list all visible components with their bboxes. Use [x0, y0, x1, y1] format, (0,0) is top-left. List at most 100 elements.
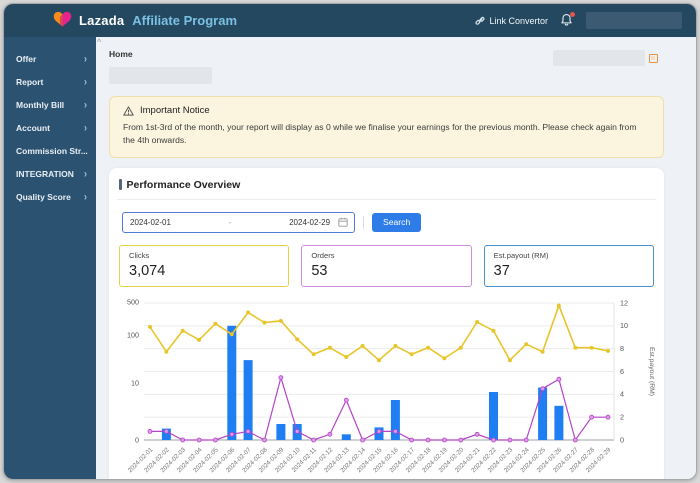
performance-panel: Performance Overview 2024-02-01 - 2024-0… — [109, 167, 664, 479]
brand-name: Lazada — [79, 13, 125, 28]
stat-label: Est.payout (RM) — [493, 250, 549, 260]
clicks-point[interactable] — [377, 357, 381, 362]
orders-point[interactable] — [474, 431, 480, 437]
clicks-point[interactable] — [180, 328, 185, 333]
orders-point[interactable] — [441, 437, 447, 443]
clicks-point[interactable] — [344, 354, 349, 359]
redacted-affiliate-id — [553, 50, 645, 66]
orders-point[interactable] — [262, 437, 267, 443]
title-accent-bar — [119, 179, 122, 191]
orders-point[interactable] — [458, 437, 464, 443]
clicks-point[interactable] — [213, 321, 218, 326]
clicks-point[interactable] — [556, 303, 561, 308]
sidebar-item-offer[interactable]: Offer › — [4, 47, 96, 70]
date-range-picker[interactable]: 2024-02-01 - 2024-02-29 — [122, 211, 355, 233]
clicks-point[interactable] — [311, 351, 316, 356]
clicks-point[interactable] — [197, 337, 202, 342]
clicks-point[interactable] — [148, 324, 152, 329]
orders-point[interactable] — [147, 428, 153, 434]
payout-bar[interactable] — [341, 433, 351, 440]
chevron-right-icon: › — [84, 98, 87, 111]
orders-point[interactable] — [409, 437, 415, 443]
orders-point[interactable] — [360, 437, 366, 443]
orders-point[interactable] — [213, 437, 218, 443]
clicks-point[interactable] — [229, 331, 234, 336]
clicks-point[interactable] — [426, 345, 431, 350]
orders-point[interactable] — [294, 428, 300, 434]
date-to-value[interactable]: 2024-02-29 — [289, 217, 331, 227]
orders-point[interactable] — [229, 431, 235, 437]
sidebar-item-account[interactable]: Account › — [4, 116, 96, 139]
lazada-heart-logo — [53, 11, 72, 27]
copy-icon[interactable] — [649, 53, 658, 63]
breadcrumb: Home — [109, 49, 133, 59]
clicks-point[interactable] — [360, 343, 365, 348]
orders-point[interactable] — [425, 437, 431, 443]
orders-point[interactable] — [278, 374, 284, 380]
date-from-value[interactable]: 2024-02-01 — [130, 217, 171, 227]
orders-point[interactable] — [523, 437, 529, 443]
clicks-point[interactable] — [327, 345, 332, 350]
orders-point[interactable] — [556, 376, 562, 382]
orders-point[interactable] — [164, 428, 169, 434]
clicks-point[interactable] — [295, 336, 300, 341]
calendar-icon[interactable] — [338, 217, 348, 227]
orders-point[interactable] — [589, 414, 595, 420]
sidebar-item-monthly-bill[interactable]: Monthly Bill › — [4, 93, 96, 116]
notifications-button[interactable] — [560, 12, 575, 28]
payout-bar[interactable] — [489, 391, 498, 440]
right-axis-tick: 0 — [620, 435, 624, 444]
payout-bar[interactable] — [276, 423, 286, 440]
orders-point[interactable] — [376, 428, 382, 434]
payout-bar[interactable] — [554, 405, 564, 440]
search-button[interactable]: Search — [372, 212, 422, 232]
orders-point[interactable] — [327, 431, 333, 437]
brand[interactable]: Lazada Affiliate Program — [52, 11, 237, 30]
clicks-point[interactable] — [606, 348, 610, 353]
warning-triangle-icon — [123, 105, 134, 116]
payout-bar[interactable] — [538, 387, 548, 440]
orders-point[interactable] — [196, 437, 202, 443]
clicks-point[interactable] — [491, 328, 496, 333]
orders-point[interactable] — [343, 397, 349, 403]
sidebar-item-integration[interactable]: INTEGRATION › — [4, 162, 96, 185]
payout-bar[interactable] — [390, 399, 400, 440]
clicks-point[interactable] — [442, 355, 447, 360]
orders-point[interactable] — [605, 414, 611, 420]
orders-point[interactable] — [572, 437, 578, 443]
clicks-point[interactable] — [278, 318, 283, 323]
link-convertor-button[interactable]: Link Convertor — [475, 16, 548, 26]
clicks-point[interactable] — [246, 310, 251, 315]
orders-point[interactable] — [245, 428, 251, 434]
clicks-point[interactable] — [524, 341, 529, 346]
user-account-redacted[interactable] — [586, 12, 682, 29]
clicks-point[interactable] — [507, 357, 512, 362]
clicks-point[interactable] — [475, 319, 480, 324]
orders-point[interactable] — [491, 437, 496, 443]
clicks-point[interactable] — [393, 343, 398, 348]
orders-point[interactable] — [392, 428, 398, 434]
orders-point[interactable] — [180, 437, 186, 443]
clicks-point[interactable] — [573, 345, 578, 350]
orders-point[interactable] — [540, 385, 546, 391]
payout-bar[interactable] — [227, 325, 237, 440]
scrollbar-up-arrow[interactable]: ^ — [97, 37, 102, 47]
left-axis-tick: 10 — [131, 378, 139, 387]
payout-bar[interactable] — [161, 428, 171, 440]
clicks-point[interactable] — [164, 349, 169, 354]
clicks-point[interactable] — [409, 351, 414, 356]
orders-point[interactable] — [507, 437, 513, 443]
sidebar-item-quality-score[interactable]: Quality Score › — [4, 185, 96, 208]
payout-bar[interactable] — [243, 359, 253, 440]
orders-point[interactable] — [311, 437, 317, 443]
stat-value: 37 — [493, 262, 510, 279]
clicks-point[interactable] — [458, 345, 463, 350]
divider — [363, 215, 364, 229]
sidebar-item-commission-str[interactable]: Commission Str... — [4, 139, 96, 162]
clicks-point[interactable] — [540, 349, 545, 354]
sidebar-nav: Offer › Report › Monthly Bill › Account › Commis… — [4, 37, 96, 479]
clicks-point[interactable] — [262, 320, 267, 325]
sidebar-item-label: INTEGRATION — [16, 168, 74, 179]
sidebar-item-report[interactable]: Report › — [4, 70, 96, 93]
clicks-point[interactable] — [589, 345, 594, 350]
